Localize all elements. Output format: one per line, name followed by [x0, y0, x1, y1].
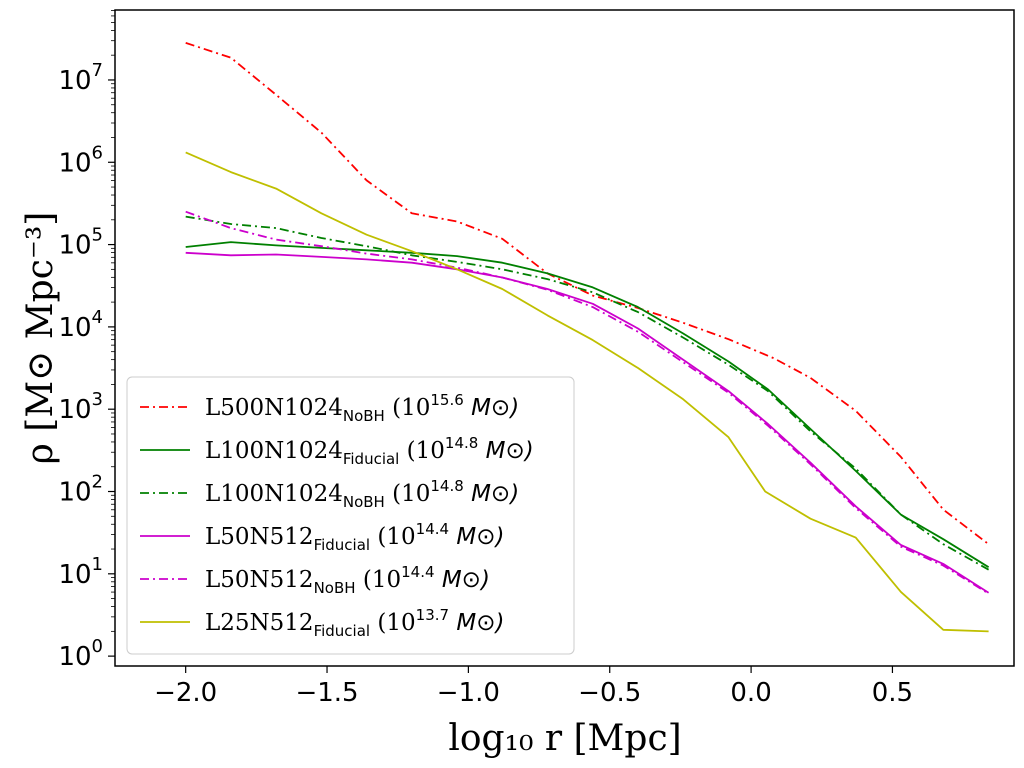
- series-line-l25n512-fiducial: [185, 151, 989, 633]
- y-tick-label: 107: [58, 60, 103, 96]
- legend-label-l100n1024-nobh: L100N1024NoBH (1014.8 M⊙): [205, 477, 519, 511]
- y-tick-label: 103: [58, 389, 103, 425]
- series-line-l50n512-fiducial: [185, 251, 990, 594]
- x-tick-label: −2.0: [154, 678, 217, 708]
- y-tick-label: 106: [58, 142, 103, 178]
- y-tick-label: 101: [58, 554, 103, 590]
- series-line-l50n512-nobh: [185, 210, 990, 595]
- series-line-l500n1024-nobh: [185, 42, 990, 545]
- legend-label-l50n512-nobh: L50N512NoBH (1014.4 M⊙): [205, 563, 490, 597]
- x-tick-label: −1.0: [437, 678, 500, 708]
- x-tick-label: −1.5: [295, 678, 358, 708]
- legend-label-l50n512-fiducial: L50N512Fiducial (1014.4 M⊙): [205, 520, 504, 554]
- legend-label-l25n512-fiducial: L25N512Fiducial (1013.7 M⊙): [205, 606, 504, 640]
- y-tick-label: 100: [58, 636, 103, 672]
- series-line-l100n1024-fiducial: [185, 241, 990, 568]
- plot-frame: [114, 9, 1015, 667]
- legend: L500N1024NoBH (1015.6 M⊙) L100N1024Fiduci…: [126, 376, 575, 655]
- legend-frame: [126, 376, 575, 655]
- x-tick-label: 0.5: [872, 678, 913, 708]
- x-axis-title: log₁₀ r [Mpc]: [448, 718, 681, 759]
- y-tick-label: 105: [58, 225, 103, 261]
- x-axis: −2.0 −1.5 −1.0 −0.5 0.0 0.5: [154, 666, 913, 708]
- y-tick-label: 104: [58, 307, 103, 343]
- y-axis: 100 101 102 103 104 105 106 107: [58, 10, 115, 672]
- series-line-l100n1024-nobh: [185, 215, 990, 571]
- y-axis-title: ρ [M⊙ Mpc⁻³]: [20, 212, 61, 465]
- series-layer: [185, 42, 990, 633]
- legend-label-l500n1024-nobh: L500N1024NoBH (1015.6 M⊙): [205, 391, 519, 425]
- legend-label-l100n1024-fiducial: L100N1024Fiducial (1014.8 M⊙): [205, 434, 534, 468]
- x-tick-label: −0.5: [578, 678, 641, 708]
- x-tick-label: 0.0: [730, 678, 771, 708]
- y-tick-label: 102: [58, 472, 103, 508]
